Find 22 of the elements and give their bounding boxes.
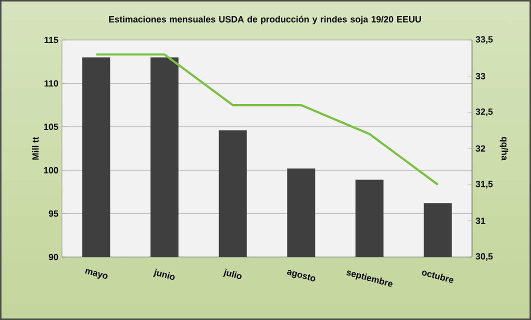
y2-tick-label: 33 <box>476 72 486 80</box>
y-tick-label: 105 <box>44 124 58 130</box>
x-tick-label: julio <box>222 268 242 280</box>
y-tick-label: 90 <box>48 254 58 260</box>
chart-title: Estimaciones mensuales USDA de producción y rindes soja 19/20 EEUU <box>109 16 421 24</box>
y2-axis-title: qq/ha <box>500 136 508 161</box>
x-tick-label: junio <box>152 268 175 280</box>
y-tick-label: 115 <box>44 36 58 44</box>
y-tick-label: 100 <box>44 167 58 174</box>
y-axis-title: Mill tt <box>32 136 39 160</box>
y2-tick-label: 30,5 <box>476 253 493 261</box>
y2-tick-label: 33,5 <box>476 36 493 44</box>
y-tick-label: 95 <box>48 210 58 217</box>
x-tick-label: agosto <box>286 270 316 282</box>
y2-tick-label: 32,5 <box>476 108 493 116</box>
line-series <box>95 53 439 186</box>
y-tick-label: 110 <box>44 80 58 87</box>
y2-tick-label: 31,5 <box>476 180 493 188</box>
y2-tick-label: 31 <box>476 218 486 224</box>
x-tick-label: mayo <box>85 268 108 279</box>
y2-tick-label: 32 <box>476 145 486 152</box>
x-tick-label: octubre <box>422 270 454 283</box>
